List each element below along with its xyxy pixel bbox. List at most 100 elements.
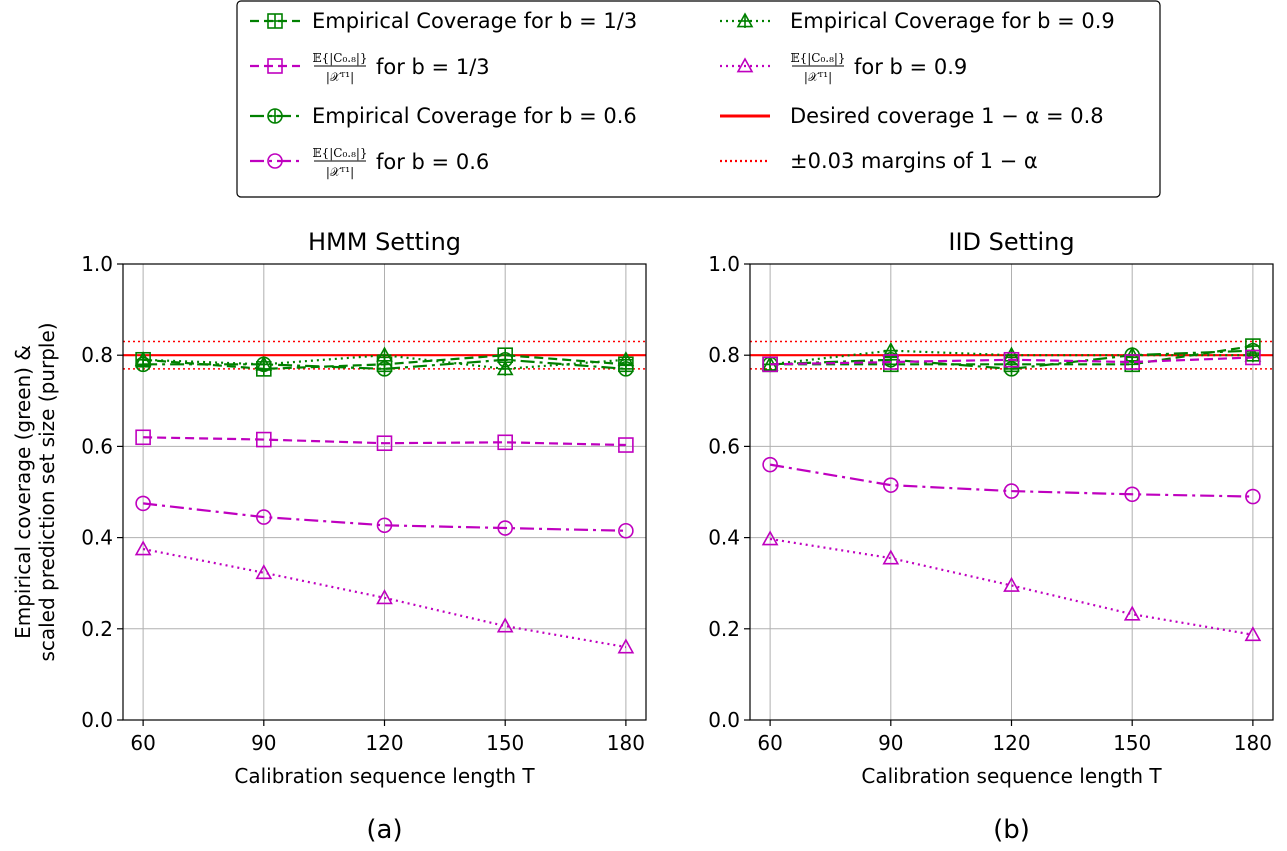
legend-label: ±0.03 margins of 1 − α [790,149,1038,173]
y-tick-label: 0.8 [708,343,740,367]
series-5 [134,540,635,654]
data-point [496,360,514,376]
data-point [256,431,272,448]
data-point [617,351,635,367]
data-point [376,517,393,534]
legend-fraction-top: 𝔼{|C₀.₈|} [790,51,845,65]
data-point [1124,354,1140,370]
data-point [883,354,899,370]
x-tick-label: 90 [878,731,903,755]
data-point [1124,486,1140,503]
data-point [882,549,900,565]
legend-entry-1: 𝔼{|C₀.₈|} |𝒳ᵀ¹| for b = 1/3 [250,51,490,84]
y-tick-label: 0.4 [708,526,740,550]
y-axis-label: Empirical coverage (green) & scaled predi… [11,322,59,661]
data-point [618,437,634,453]
legend-label: for b = 0.9 [854,55,967,79]
legend-entry-0: Empirical Coverage for b = 1/3 [250,9,637,33]
data-point [883,477,899,493]
data-point [1245,488,1261,505]
legend-fraction-bottom: |𝒳ᵀ¹| [326,70,354,84]
data-point [135,495,151,512]
legend-entry-5: 𝔼{|C₀.₈|} |𝒳ᵀ¹| for b = 0.9 [720,51,967,84]
data-point [1244,626,1262,642]
legend-entry-4: Empirical Coverage for b = 0.9 [720,9,1115,33]
legend: Empirical Coverage for b = 1/3 𝔼{|C₀.₈|} |… [236,0,1161,198]
series-line [142,547,627,649]
y-axis-label-line1: Empirical coverage (green) & [11,345,35,639]
legend-marker [736,57,754,73]
legend-marker [267,108,283,124]
data-point [256,509,272,525]
chart-panel-a: 60 90 120 150 180 0.0 0.2 0.4 0.6 0.8 1.0 HMM Setti… [81,228,647,845]
chart-title: IID Setting [948,228,1074,256]
legend-label: for b = 1/3 [376,55,490,79]
legend-fraction-bottom: |𝒳ᵀ¹| [804,70,832,84]
series-line [769,349,1253,366]
data-point [1003,483,1020,499]
legend-marker [267,13,283,29]
legend-label: Desired coverage 1 − α = 0.8 [790,104,1104,128]
x-tick-label: 120 [992,731,1030,755]
data-point [1003,351,1020,368]
legend-entry-3: 𝔼{|C₀.₈|} |𝒳ᵀ¹| for b = 0.6 [250,146,489,179]
chart-panel-b: 60 90 120 150 180 0.0 0.2 0.4 0.6 0.8 1.0 IID Setti… [708,228,1274,845]
legend-fraction-top: 𝔼{|C₀.₈|} [312,51,367,65]
x-tick-label: 60 [130,731,155,755]
y-tick-label: 0.2 [708,617,740,641]
legend-marker [267,58,283,74]
y-axis-label-line2: scaled prediction set size (purple) [35,322,59,661]
legend-entry-2: Empirical Coverage for b = 0.6 [250,104,637,128]
y-tick-label: 0.0 [708,708,740,732]
series-line [770,356,1253,366]
data-point [134,540,152,556]
legend-marker [736,12,754,28]
x-tick-label: 180 [607,731,645,755]
series-3 [762,349,1261,373]
legend-fraction-top: 𝔼{|C₀.₈|} [312,146,367,160]
data-point [376,346,393,363]
data-point [1245,349,1261,366]
legend-label: Empirical Coverage for b = 1/3 [312,9,637,33]
data-point [376,361,393,377]
series-4 [762,456,1261,505]
series-4 [135,495,634,539]
y-tick-label: 0.4 [81,526,113,550]
grid [123,263,646,721]
series-line [769,463,1253,498]
data-point [496,617,514,633]
y-tick-label: 0.6 [81,434,113,458]
chart-title: HMM Setting [308,228,461,256]
panel-label: (b) [993,815,1030,845]
data-point [255,564,273,580]
legend-label: Empirical Coverage for b = 0.9 [790,9,1115,33]
x-tick-label: 150 [486,731,524,755]
x-axis-label: Calibration sequence length T [861,764,1162,788]
data-point [497,434,513,451]
data-point [255,355,273,372]
data-point [618,522,634,539]
legend-label: Empirical Coverage for b = 0.6 [312,104,637,128]
data-point [762,356,778,373]
series-3 [135,429,634,453]
data-point [617,638,635,654]
data-point [376,589,393,605]
data-point [1123,605,1141,621]
series-line [143,436,626,447]
x-axis-label: Calibration sequence length T [234,764,535,788]
panel-label: (a) [366,815,402,845]
y-tick-label: 0.6 [708,434,740,458]
x-tick-label: 60 [757,731,782,755]
legend-fraction-bottom: |𝒳ᵀ¹| [326,165,354,179]
series-2 [134,346,635,376]
legend-label: for b = 0.6 [376,150,489,174]
series-5 [761,530,1262,642]
y-tick-label: 0.0 [81,708,113,732]
x-tick-label: 150 [1113,731,1151,755]
data-point [1003,576,1020,592]
y-tick-label: 1.0 [708,252,740,276]
legend-marker [267,153,283,169]
chart-panels: 60 90 120 150 180 0.0 0.2 0.4 0.6 0.8 1.0 HMM Setti… [11,228,1274,845]
y-tick-label: 0.2 [81,617,113,641]
